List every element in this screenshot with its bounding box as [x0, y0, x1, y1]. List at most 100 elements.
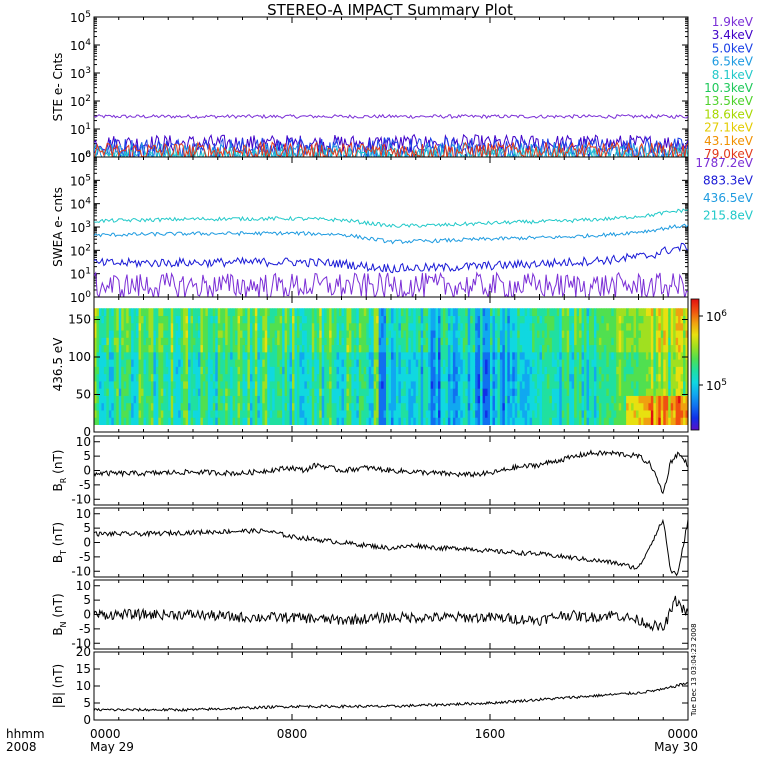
heatmap-cell [123, 344, 127, 353]
heatmap-cell [665, 366, 669, 375]
heatmap-cell [309, 409, 313, 418]
heatmap-cell [593, 330, 597, 338]
heatmap-cell [321, 409, 325, 418]
heatmap-cell [477, 373, 481, 382]
heatmap-cell [569, 395, 573, 404]
heatmap-cell [336, 402, 340, 411]
heatmap-cell [287, 337, 291, 346]
heatmap-cell [442, 409, 446, 418]
heatmap-cell [675, 315, 679, 324]
heatmap-cell [368, 366, 372, 375]
heatmap-cell [343, 337, 347, 346]
time-tick-label: 0800 [277, 727, 308, 741]
heatmap-cell [363, 366, 367, 375]
heatmap-cell [579, 417, 583, 425]
heatmap-cell [391, 322, 394, 331]
heatmap-cell [339, 409, 342, 418]
heatmap-cell [108, 409, 112, 418]
heatmap-cell [160, 388, 164, 396]
heatmap-cell [368, 395, 372, 404]
heatmap-cell [145, 402, 149, 411]
heatmap-cell [470, 366, 474, 375]
heatmap-cell [539, 395, 543, 404]
heatmap-cell [537, 417, 541, 425]
heatmap-cell [482, 417, 486, 425]
heatmap-cell [311, 344, 315, 353]
heatmap-cell [212, 373, 216, 382]
heatmap-cell [460, 388, 464, 396]
heatmap-cell [663, 402, 667, 411]
heatmap-cell [490, 366, 493, 375]
heatmap-cell [472, 308, 476, 317]
heatmap-cell [517, 322, 521, 331]
heatmap-cell [341, 322, 345, 331]
heatmap-cell [353, 395, 357, 404]
date-label-end: May 30 [654, 740, 698, 754]
heatmap-cell [131, 344, 135, 353]
heatmap-cell [180, 402, 184, 411]
heatmap-cell [267, 402, 271, 411]
heatmap-cell [329, 315, 333, 324]
heatmap-cell [403, 388, 407, 396]
heatmap-cell [564, 315, 568, 324]
heatmap-cell [628, 395, 632, 404]
heatmap-cell [348, 380, 352, 389]
heatmap-cell [680, 395, 684, 404]
heatmap-cell [133, 337, 137, 346]
heatmap-cell [670, 308, 674, 317]
heatmap-cell [532, 402, 536, 411]
heatmap-cell [202, 417, 206, 425]
heatmap-cell [420, 344, 424, 353]
heatmap-cell [339, 308, 342, 317]
heatmap-cell [222, 373, 226, 382]
heatmap-cell [442, 380, 446, 389]
heatmap-cell [113, 351, 117, 360]
heatmap-cell [490, 402, 493, 411]
heatmap-cell [249, 388, 253, 396]
heatmap-cell [284, 308, 288, 317]
heatmap-cell [559, 395, 563, 404]
heatmap-cell [598, 337, 602, 346]
heatmap-cell [631, 395, 635, 404]
heatmap-cell [264, 417, 268, 425]
heatmap-cell [415, 388, 419, 396]
heatmap-cell [598, 344, 602, 353]
heatmap-cell [418, 409, 422, 418]
heatmap-cell [383, 373, 387, 382]
heatmap-cell [215, 351, 219, 360]
heatmap-cell [215, 344, 219, 353]
heatmap-cell [663, 417, 667, 425]
heatmap-cell [455, 417, 459, 425]
heatmap-cell [574, 380, 578, 389]
heatmap-cell [455, 351, 459, 360]
heatmap-cell [346, 417, 350, 425]
heatmap-cell [366, 409, 370, 418]
heatmap-cell [628, 380, 632, 389]
heatmap-cell [314, 395, 318, 404]
heatmap-cell [616, 373, 620, 382]
heatmap-cell [361, 337, 365, 346]
heatmap-cell [593, 308, 597, 317]
heatmap-cell [571, 402, 575, 411]
heatmap-cell [522, 315, 526, 324]
heatmap-cell [467, 380, 471, 389]
heatmap-cell [118, 366, 122, 375]
heatmap-cell [551, 315, 555, 324]
heatmap-cell [188, 359, 192, 367]
heatmap-cell [509, 359, 513, 367]
heatmap-cell [311, 395, 315, 404]
heatmap-cell [487, 395, 491, 404]
heatmap-cell [534, 344, 538, 353]
heatmap-cell [462, 395, 466, 404]
heatmap-cell [403, 330, 407, 338]
heatmap-cell [257, 322, 261, 331]
heatmap-cell [663, 366, 667, 375]
heatmap-cell [589, 322, 592, 331]
heatmap-cell [613, 402, 617, 411]
heatmap-cell [527, 359, 531, 367]
heatmap-cell [452, 366, 456, 375]
heatmap-cell [249, 337, 253, 346]
heatmap-cell [532, 395, 536, 404]
heatmap-cell [282, 344, 286, 353]
heatmap-cell [398, 315, 402, 324]
